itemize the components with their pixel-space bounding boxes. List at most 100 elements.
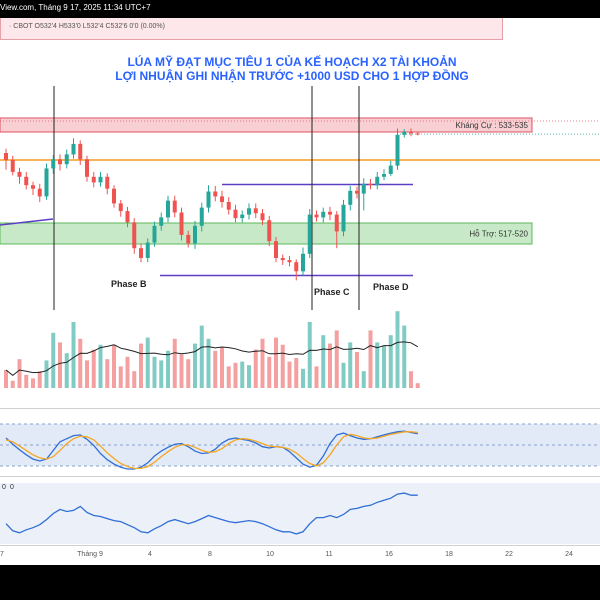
volume-bar — [348, 342, 353, 388]
volume-bar — [260, 338, 265, 388]
time-axis-label: 10 — [266, 551, 274, 558]
candle-body — [301, 253, 305, 272]
candle-body — [388, 165, 393, 174]
volume-bar — [301, 368, 305, 388]
volume-bar — [361, 371, 366, 388]
candle-body — [355, 190, 359, 194]
time-axis-label: Tháng 9 — [77, 551, 103, 558]
volume-bar — [402, 325, 407, 388]
bottom-black-bar — [0, 565, 600, 600]
candle-body — [98, 176, 103, 183]
candle-body — [139, 248, 143, 258]
candle-body — [341, 204, 346, 232]
phase-b-label: Phase B — [111, 279, 147, 289]
volume-bar — [233, 362, 238, 388]
volume-bar — [341, 362, 346, 388]
volume-bar — [409, 371, 413, 388]
candle-body — [37, 188, 42, 197]
volume-bar — [132, 371, 137, 388]
candle-body — [132, 222, 137, 249]
candlestick-series — [4, 128, 420, 281]
ohlc-legend-text: · CBOT O532'4 H533'0 L532'4 C532'6 0'0 (… — [9, 23, 165, 30]
candle-body — [199, 207, 204, 226]
volume-bar — [186, 359, 191, 388]
candle-body — [267, 220, 272, 242]
candle-body — [78, 143, 83, 160]
candle-body — [321, 211, 326, 218]
candle-body — [226, 202, 231, 210]
volume-bar — [4, 370, 8, 388]
candle-body — [307, 214, 312, 254]
volume-bar — [206, 338, 211, 388]
candle-body — [409, 132, 413, 134]
candle-body — [274, 241, 278, 258]
time-axis-label: 24 — [565, 551, 573, 558]
volume-bar — [71, 322, 76, 388]
volume-bar — [355, 352, 359, 388]
volume-bar — [220, 347, 224, 388]
candle-body — [314, 214, 319, 218]
candle-body — [382, 174, 386, 177]
volume-bar — [17, 359, 22, 388]
candle-body — [152, 225, 157, 243]
candle-body — [145, 242, 150, 258]
candle-body — [193, 225, 197, 244]
time-axis-label: 11 — [325, 551, 332, 558]
stoch-d-line — [5, 431, 418, 470]
volume-bar — [280, 344, 285, 388]
candle-body — [415, 133, 420, 135]
candle-body — [280, 258, 285, 261]
candle-body — [328, 211, 332, 215]
volume-bar — [328, 343, 332, 388]
volume-bar — [247, 365, 251, 388]
candle-body — [395, 134, 400, 166]
rsi-line — [5, 492, 418, 535]
volume-bar — [91, 349, 96, 388]
volume-bar — [240, 361, 245, 388]
volume-bar — [179, 354, 184, 388]
candle-body — [361, 183, 366, 194]
resistance-label: Kháng Cự : 533-535 — [455, 121, 528, 130]
candle-body — [10, 160, 15, 172]
volume-bars — [4, 311, 420, 388]
phase-c-label: Phase C — [314, 287, 350, 297]
volume-bar — [193, 343, 197, 388]
support-label: Hỗ Trợ: 517-520 — [469, 230, 528, 239]
time-axis-label: 8 — [208, 551, 212, 558]
title-line-2: LỢI NHUẬN GHI NHẬN TRƯỚC +1000 USD CHO 1… — [115, 68, 469, 83]
candle-body — [125, 211, 130, 223]
candle-body — [294, 262, 299, 272]
volume-bar — [152, 356, 157, 388]
candle-body — [402, 132, 407, 135]
price-chart[interactable]: Kháng Cự : 533-535 Hỗ Trợ: 517-520 0 0 — [0, 0, 600, 565]
time-axis-label: 16 — [385, 551, 393, 558]
chart-frame: View.com, Tháng 9 17, 2025 11:34 UTC+7 ·… — [0, 0, 600, 565]
phase-d-label: Phase D — [373, 282, 409, 292]
candle-body — [58, 159, 62, 165]
candle-body — [112, 188, 116, 204]
candle-body — [166, 200, 170, 218]
support-zone — [0, 222, 533, 245]
volume-bar — [51, 332, 56, 388]
candle-body — [287, 260, 292, 263]
candle-body — [118, 203, 123, 212]
candle-body — [179, 212, 184, 235]
volume-bar — [78, 338, 83, 388]
candle-body — [253, 208, 258, 214]
volume-bar — [294, 358, 299, 388]
candle-body — [4, 153, 8, 160]
volume-bar — [85, 360, 89, 388]
volume-bar — [334, 330, 339, 388]
candle-body — [85, 159, 89, 177]
candle-body — [44, 168, 49, 197]
time-axis-label: 7 — [0, 551, 4, 558]
candle-body — [17, 171, 22, 177]
time-axis-label: 4 — [148, 551, 152, 558]
candle-body — [24, 176, 29, 186]
volume-bar — [44, 360, 49, 388]
time-axis-label: 22 — [505, 551, 513, 558]
volume-bar — [172, 338, 177, 388]
volume-bar — [159, 360, 164, 388]
volume-bar — [118, 366, 123, 388]
candle-body — [91, 176, 96, 183]
